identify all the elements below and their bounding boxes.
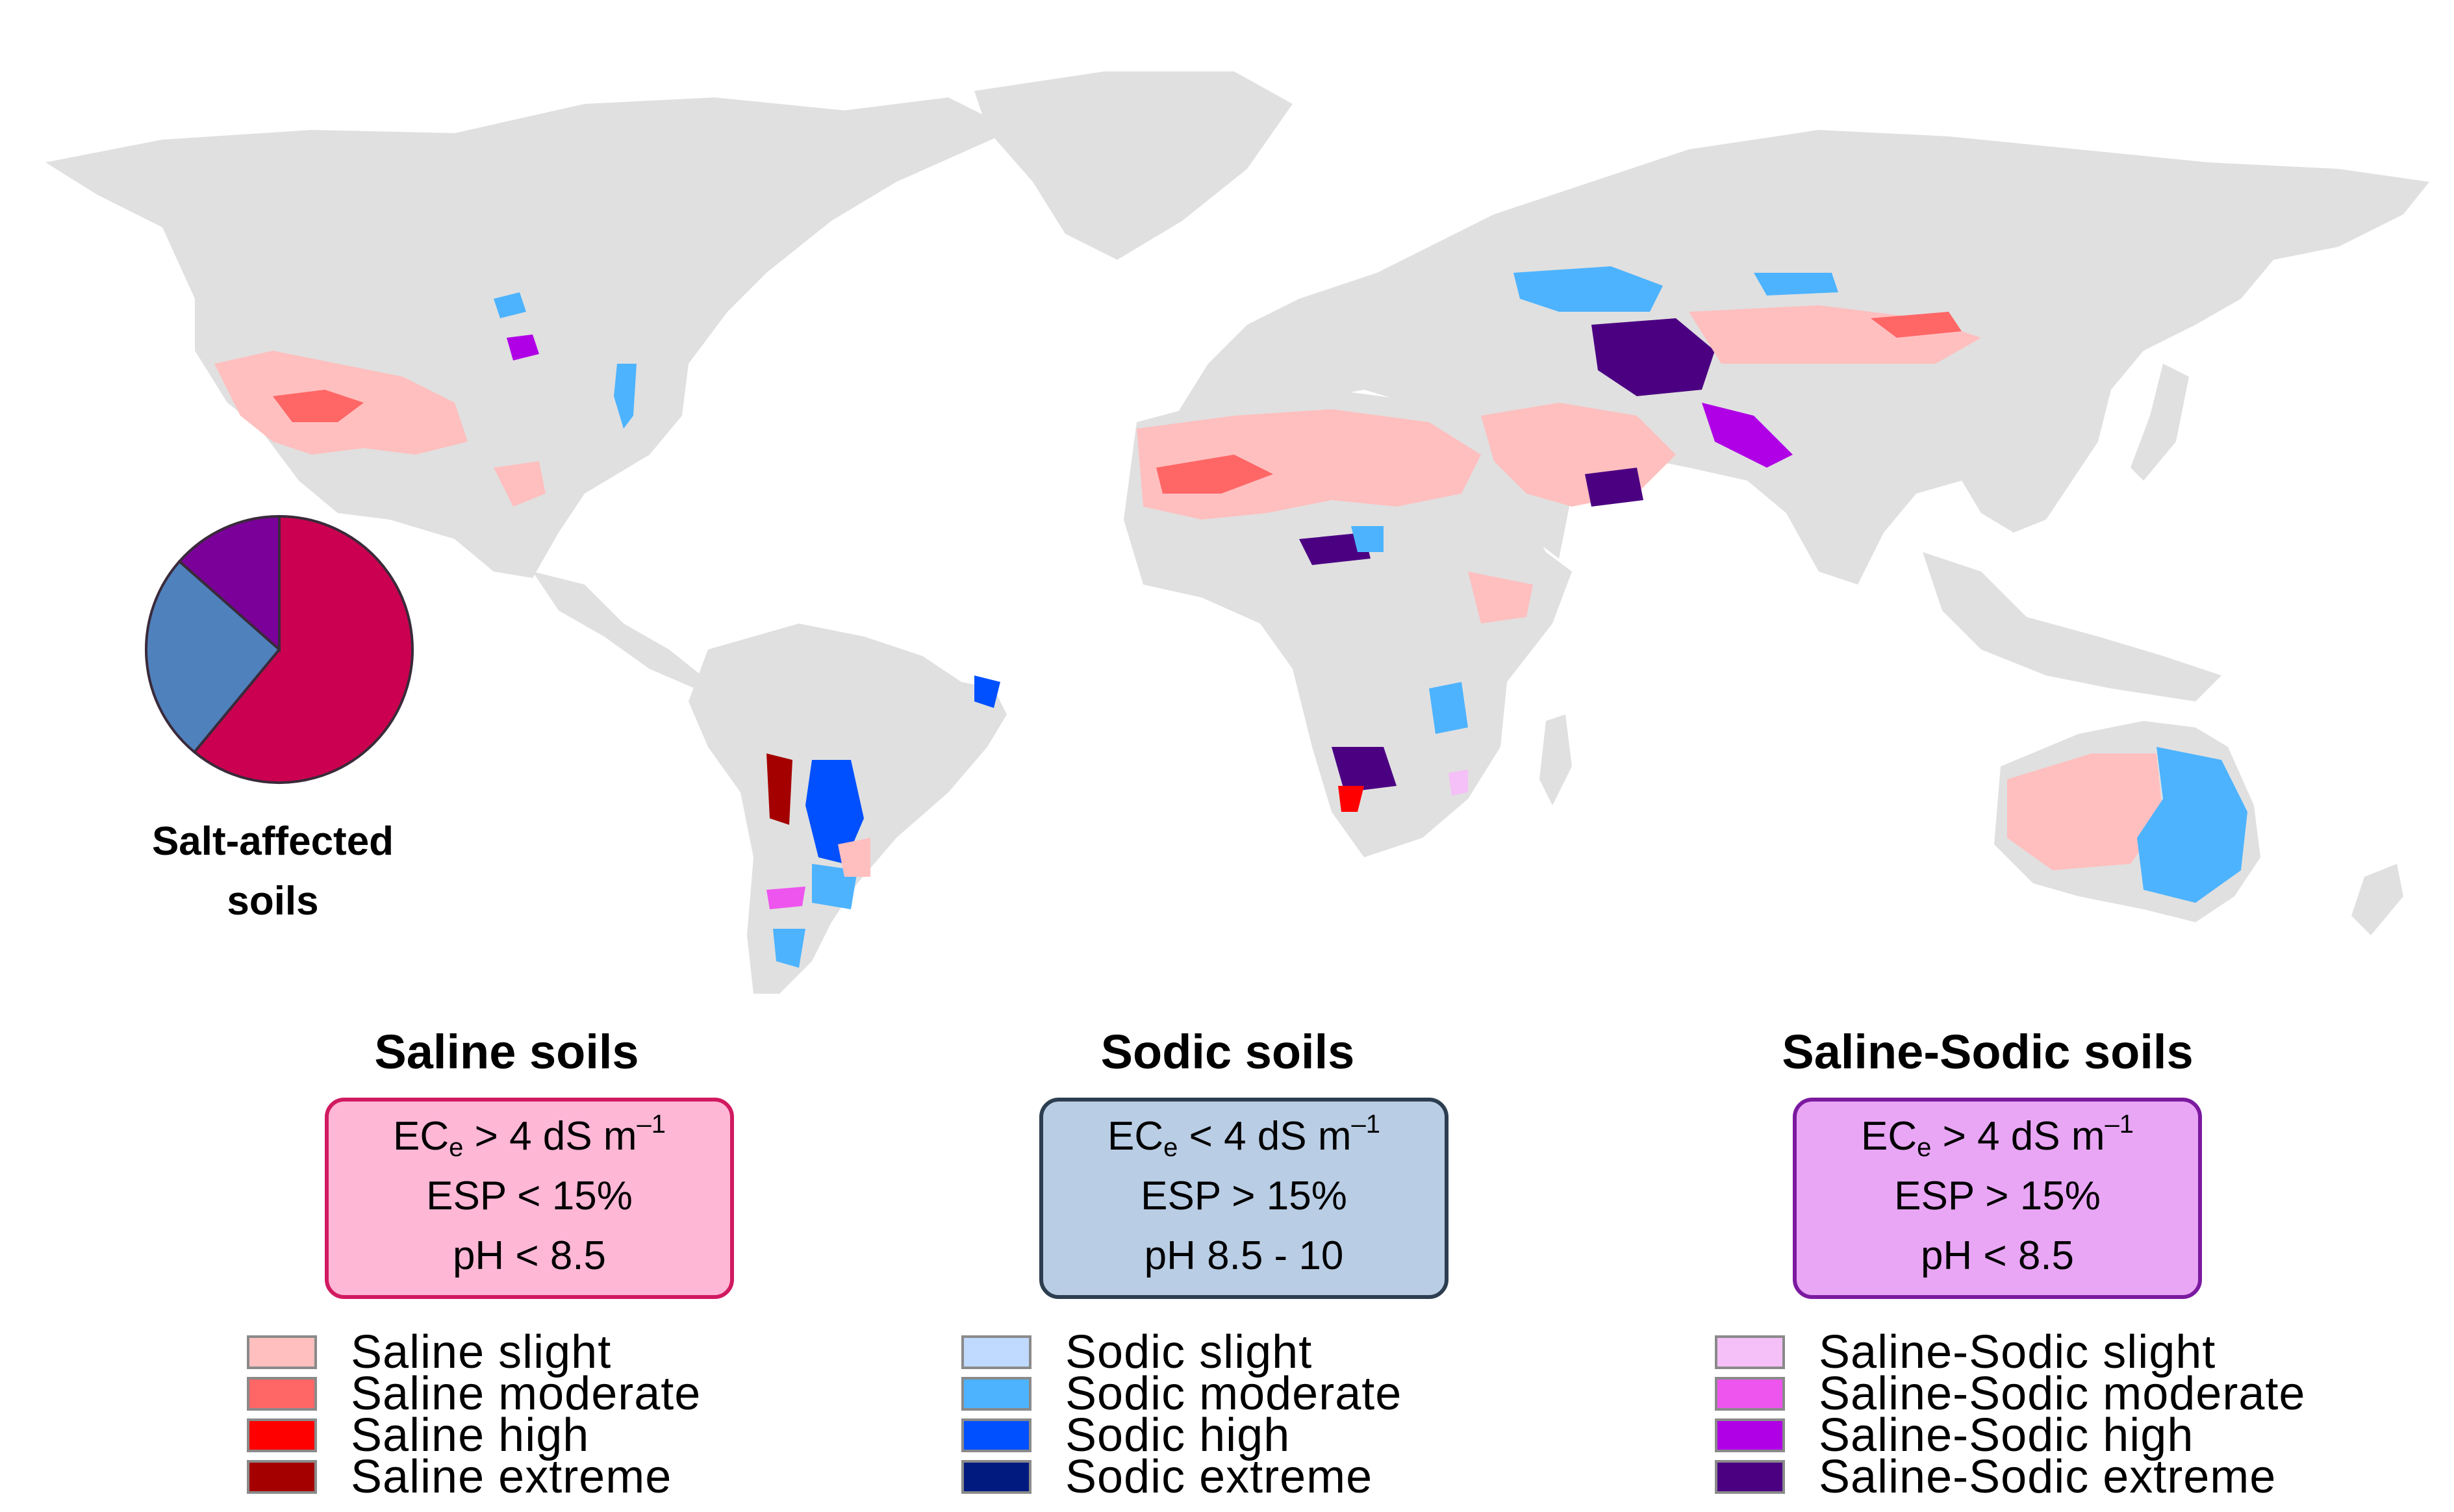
sodic-moderate-area [773, 929, 805, 968]
legend-swatch [961, 1418, 1031, 1452]
legend-label: Saline-Sodic moderate [1819, 1368, 2306, 1420]
legend-item-saline-sodic-extreme: Saline-Sodic extreme [1715, 1454, 2275, 1500]
saline-ph-criterion: pH < 8.5 [452, 1233, 607, 1278]
saline-esp-criterion: ESP < 15% [426, 1174, 633, 1218]
legend-item-sodic-extreme: Sodic extreme [961, 1451, 1481, 1503]
saline-sodic-extreme-area [1332, 747, 1397, 792]
legend-label: Saline slight [351, 1326, 612, 1378]
saline-moderate-area [1156, 455, 1273, 494]
legend-swatch [1715, 1377, 1785, 1411]
sodic-ec-criterion: ECe < 4 dS m–1 [1107, 1110, 1380, 1162]
saline-moderate-area [273, 390, 364, 422]
sodic-moderate-area [1754, 273, 1838, 296]
salt-affected-areas [214, 266, 2247, 968]
legend-item-sodic-moderate: Sodic moderate [961, 1368, 1481, 1420]
legend-item-saline-sodic-slight: Saline-Sodic slight [1715, 1326, 2234, 1378]
legend-label: Sodic extreme [1065, 1451, 1373, 1503]
sodic-soils-title: Sodic soils [1100, 1025, 1355, 1079]
sodic-high-area [805, 760, 864, 864]
saline-sodic-criteria-box: ECe > 4 dS m–1 ESP > 15% pH < 8.5 [1793, 1098, 2202, 1299]
saline-sodic-legend: Saline-Sodic slight Saline-Sodic moderat… [1715, 1326, 2305, 1500]
sodic-high-area [974, 675, 1000, 708]
saline-sodic-extreme-area [1591, 318, 1715, 396]
legend-swatch [961, 1460, 1031, 1494]
saline-legend: Saline slight Saline moderate Saline hig… [247, 1326, 766, 1503]
legend-label: Saline extreme [351, 1451, 672, 1503]
legend-swatch [247, 1460, 317, 1494]
legend-item-saline-high: Saline high [247, 1409, 766, 1461]
legend-swatch [247, 1418, 317, 1452]
pie-chart-label: Salt-affected soils [117, 812, 429, 931]
legend-item-saline-sodic-high: Saline-Sodic high [1715, 1409, 2234, 1461]
sodic-moderate-area [494, 292, 526, 318]
saline-criteria-box: ECe > 4 dS m–1 ESP < 15% pH < 8.5 [325, 1098, 734, 1299]
saline-moderate-area [1871, 312, 1962, 338]
saline-sodic-extreme-area [1585, 468, 1643, 507]
legend-label: Sodic high [1065, 1409, 1291, 1461]
saline-sodic-ec-criterion: ECe > 4 dS m–1 [1861, 1110, 2134, 1162]
legend-swatch [961, 1377, 1031, 1411]
legend-item-sodic-high: Sodic high [961, 1409, 1481, 1461]
saline-sodic-slight-area [1448, 770, 1468, 796]
land-japan [2131, 364, 2189, 481]
saline-sodic-soils-title: Saline-Sodic soils [1782, 1025, 2194, 1079]
saline-slight-area [494, 461, 546, 507]
sodic-moderate-area [2137, 747, 2247, 903]
saline-sodic-moderate-area [766, 887, 805, 909]
legend-label: Sodic moderate [1065, 1368, 1402, 1420]
sodic-moderate-area [1429, 682, 1468, 734]
sodic-esp-criterion: ESP > 15% [1141, 1174, 1347, 1218]
saline-high-area [1338, 786, 1364, 812]
legend-item-sodic-slight: Sodic slight [961, 1326, 1481, 1378]
pie-label-line2: soils [227, 879, 319, 924]
saline-slight-area [1468, 572, 1533, 624]
saline-slight-area [2007, 753, 2163, 870]
saline-sodic-ph-criterion: pH < 8.5 [1920, 1233, 2075, 1278]
legend-swatch [1715, 1460, 1785, 1494]
sodic-moderate-area [1513, 266, 1663, 312]
sodic-moderate-area [614, 364, 637, 429]
saline-sodic-esp-criterion: ESP > 15% [1894, 1174, 2101, 1218]
legend-item-saline-extreme: Saline extreme [247, 1451, 766, 1503]
legend-label: Saline-Sodic slight [1819, 1326, 2216, 1378]
saline-extreme-area [766, 753, 792, 825]
land-madagascar [1539, 714, 1572, 805]
land-central-america [533, 572, 702, 688]
sodic-criteria-box: ECe < 4 dS m–1 ESP > 15% pH 8.5 - 10 [1039, 1098, 1448, 1299]
pie-slice-saline [192, 514, 414, 784]
pie-slice-saline-sodic [177, 514, 281, 653]
saline-sodic-high-area [1702, 403, 1793, 468]
legend-swatch [247, 1335, 317, 1369]
land-greenland [974, 71, 1293, 260]
land-southeast-asia [1923, 552, 2221, 701]
pie-slice-sodic [145, 559, 281, 754]
legend-swatch [961, 1335, 1031, 1369]
saline-ec-criterion: ECe > 4 dS m–1 [393, 1110, 666, 1162]
sodic-legend: Sodic slight Sodic moderate Sodic high S… [961, 1326, 1481, 1503]
legend-label: Sodic slight [1065, 1326, 1313, 1378]
legend-label: Saline-Sodic high [1819, 1409, 2194, 1461]
pie-label-line1: Salt-affected [151, 819, 394, 864]
saline-sodic-extreme-area [1299, 533, 1371, 565]
legend-item-saline-slight: Saline slight [247, 1326, 766, 1378]
world-salt-affected-soils-map [45, 71, 2429, 994]
legend-label: Saline moderate [351, 1368, 702, 1420]
legend-swatch [247, 1377, 317, 1411]
saline-soils-title: Saline soils [374, 1025, 639, 1079]
legend-item-saline-moderate: Saline moderate [247, 1368, 766, 1420]
legend-item-saline-sodic-moderate: Saline-Sodic moderate [1715, 1370, 2305, 1417]
land-new-zealand [2351, 864, 2403, 935]
saline-slight-area [838, 838, 870, 877]
legend-label: Saline-Sodic extreme [1819, 1451, 2277, 1503]
saline-sodic-high-area [507, 334, 539, 360]
pie-chart-graphic [145, 514, 414, 784]
legend-swatch [1715, 1418, 1785, 1452]
legend-swatch [1715, 1335, 1785, 1369]
legend-label: Saline high [351, 1409, 590, 1461]
sodic-ph-criterion: pH 8.5 - 10 [1144, 1233, 1344, 1278]
sodic-moderate-area [1351, 526, 1384, 552]
